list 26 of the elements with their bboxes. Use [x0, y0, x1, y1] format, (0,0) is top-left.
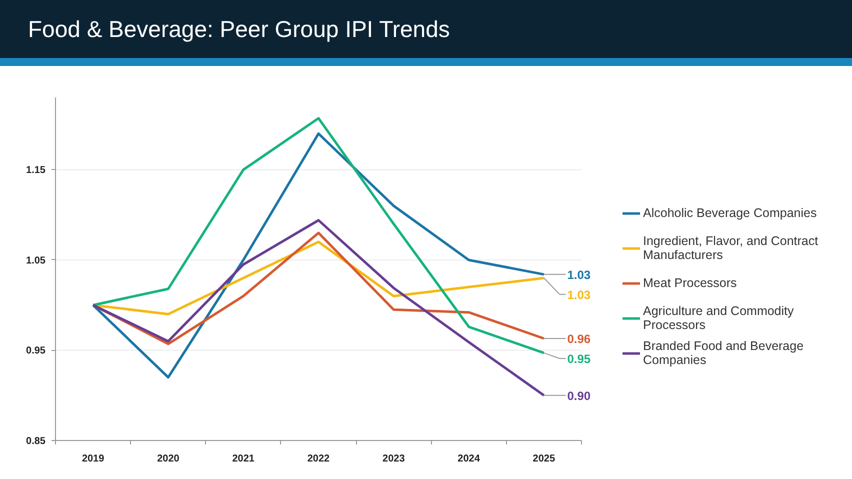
legend-label: Branded Food and Beverage Companies [643, 338, 804, 368]
x-tick-label: 2024 [458, 454, 480, 464]
chart-title: Food & Beverage: Peer Group IPI Trends [28, 15, 450, 44]
legend-label: Agriculture and Commodity Processors [643, 303, 794, 333]
data-label: 1.03 [567, 268, 591, 282]
x-tick-label: 2021 [232, 454, 255, 464]
line-series [92, 132, 546, 379]
y-tick-label: 0.95 [26, 346, 46, 357]
line-series [92, 232, 546, 346]
data-label: 0.95 [567, 352, 591, 366]
x-tick-label: 2025 [532, 454, 556, 464]
y-tick-label: 1.05 [26, 255, 46, 266]
x-tick-label: 2019 [82, 454, 105, 464]
legend-label: Ingredient, Flavor, and Contract Manufacturers [643, 233, 818, 263]
data-label: 0.90 [567, 388, 591, 403]
line-series [92, 219, 546, 397]
y-tick-label: 1.15 [26, 165, 46, 176]
line-series [92, 117, 546, 354]
x-tick-label: 2023 [382, 454, 406, 464]
data-label: 1.03 [567, 288, 591, 302]
legend-label: Meat Processors [643, 275, 737, 292]
x-tick-label: 2022 [307, 454, 330, 464]
data-label: 0.96 [567, 332, 591, 346]
x-tick-label: 2020 [157, 454, 180, 464]
legend-label: Alcoholic Beverage Companies [643, 205, 817, 222]
y-tick-label: 0.85 [26, 436, 46, 447]
